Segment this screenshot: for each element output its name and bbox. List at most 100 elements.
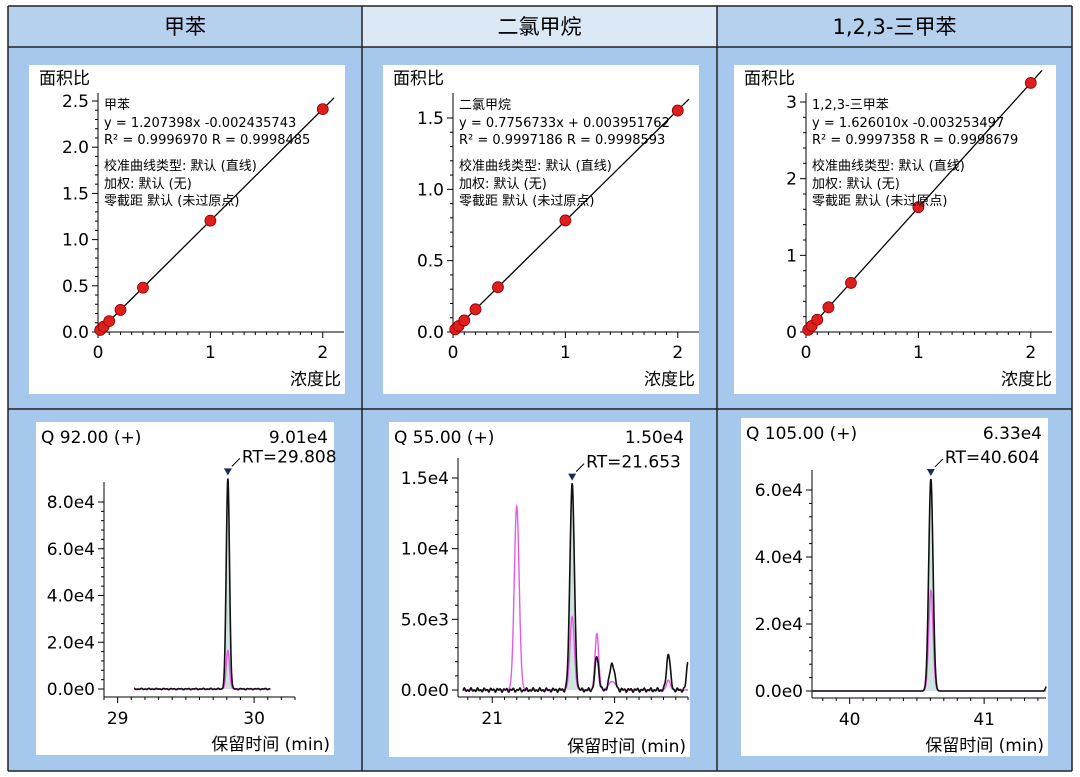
header-cell-1	[362, 6, 717, 47]
y-tick-label: 8.0e4	[47, 493, 95, 513]
rt-marker-icon	[568, 473, 577, 481]
x-tick-label: 0	[801, 343, 812, 363]
y-tick-label: 2.0e4	[755, 615, 803, 635]
data-point	[845, 277, 857, 289]
data-point	[114, 304, 127, 316]
data-point	[559, 214, 572, 227]
header-title-1: 二氯甲烷	[498, 15, 582, 39]
y-tick-label: 3	[786, 93, 797, 113]
data-point	[316, 103, 329, 116]
annotation-line: y = 1.626010x -0.003253497	[812, 116, 1004, 131]
x-tick-label: 40	[839, 710, 861, 730]
x-tick-label: 0	[93, 343, 104, 363]
x-axis-label: 浓度比	[644, 370, 695, 390]
y-tick-label: 1.0	[62, 231, 89, 251]
x-tick-label: 2	[672, 343, 683, 363]
y-tick-label: 1.5	[62, 184, 89, 204]
annotation-line: 加权: 默认 (无)	[459, 176, 547, 192]
annotation-line: 零截距 默认 (未过原点)	[812, 193, 947, 209]
plot-background	[36, 422, 334, 755]
data-point	[492, 281, 504, 294]
x-tick-label: 0	[448, 343, 459, 363]
rt-leader-line	[231, 458, 241, 467]
y-tick-label: 6.0e4	[755, 481, 803, 501]
rt-leader-line	[934, 458, 944, 468]
data-point	[137, 281, 149, 294]
y-axis-label: 面积比	[393, 69, 444, 89]
y-tick-label: 6.0e4	[47, 540, 95, 560]
annotation-line: 加权: 默认 (无)	[812, 176, 900, 192]
y-tick-label: 0.5	[62, 277, 89, 297]
retention-time-label: RT=40.604	[945, 448, 1040, 468]
x-tick-label: 30	[243, 709, 265, 729]
y-tick-label: 1.0	[417, 180, 444, 200]
header-title-0: 甲苯	[164, 15, 206, 39]
header-cell-2	[717, 6, 1072, 47]
chromatogram-1: 0.0e0 5.0e3 1.0e4 1.5e4 21 22 Q 55.00 (+) 1.50e…	[389, 422, 690, 757]
annotation-line: 1,2,3-三甲苯	[812, 98, 889, 113]
y-tick-label: 1.0e4	[401, 540, 449, 560]
max-intensity-label: 1.50e4	[625, 428, 684, 448]
max-intensity-label: 6.33e4	[983, 424, 1042, 444]
plot-background	[741, 418, 1048, 756]
plot-background	[29, 65, 345, 394]
x-tick-label: 41	[973, 710, 995, 730]
x-axis-label: 浓度比	[290, 370, 341, 390]
data-point	[103, 315, 116, 327]
annotation-line: 零截距 默认 (未过原点)	[104, 193, 239, 209]
data-point	[458, 314, 471, 327]
x-tick-label: 21	[481, 709, 503, 729]
rt-marker-icon	[223, 468, 232, 476]
y-tick-label: 1.5e4	[401, 469, 449, 489]
regression-line	[452, 98, 690, 332]
annotation-line: 校准曲线类型: 默认 (直线)	[104, 158, 257, 174]
x-axis-label: 保留时间 (min)	[211, 735, 330, 755]
rt-marker-icon	[926, 468, 935, 476]
x-tick-label: 22	[604, 709, 626, 729]
y-tick-label: 0.0e0	[47, 680, 95, 700]
y-tick-label: 1.5	[417, 109, 444, 129]
y-tick-label: 2.0	[62, 138, 89, 158]
quant-ion-label: Q 105.00 (+)	[746, 424, 857, 444]
data-point	[912, 201, 925, 214]
x-tick-label: 1	[913, 343, 924, 363]
chromatogram-2: 0.0e0 2.0e4 4.0e4 6.0e4 40 41 Q 105.00 (+) 6.33…	[741, 418, 1048, 756]
retention-time-label: RT=29.808	[242, 447, 337, 467]
y-tick-label: 0.0e0	[755, 682, 803, 702]
max-intensity-label: 9.01e4	[269, 428, 328, 448]
x-axis-label: 浓度比	[1001, 370, 1052, 390]
annotation-line: 甲苯	[104, 98, 130, 113]
x-tick-label: 1	[205, 343, 216, 363]
data-point	[822, 301, 835, 314]
x-tick-label: 29	[107, 709, 129, 729]
y-tick-label: 0.0e0	[401, 681, 449, 701]
y-tick-label: 2	[786, 170, 797, 190]
series-line-quant	[134, 478, 271, 691]
chromatogram-0: 0.0e0 2.0e4 4.0e4 6.0e4 8.0e4 29 30 Q 92.00 (+)…	[36, 422, 337, 755]
y-axis-label: 面积比	[39, 69, 90, 89]
annotation-line: y = 1.207398x -0.002435743	[104, 116, 296, 131]
annotation-line: 校准曲线类型: 默认 (直线)	[812, 158, 965, 174]
quant-ion-label: Q 55.00 (+)	[394, 428, 494, 448]
annotation-line: R² = 0.9997186 R = 0.9998593	[459, 133, 665, 148]
x-axis-label: 保留时间 (min)	[925, 736, 1044, 756]
y-tick-label: 2.0e4	[47, 633, 95, 653]
x-tick-label: 2	[1025, 343, 1036, 363]
annotation-line: y = 0.7756733x + 0.003951762	[459, 116, 670, 131]
quant-ion-label: Q 92.00 (+)	[41, 428, 141, 448]
y-axis-label: 面积比	[744, 69, 795, 89]
series-line-quant	[462, 483, 689, 694]
data-point	[671, 104, 684, 117]
header-cell-0	[8, 6, 362, 47]
x-tick-label: 1	[560, 343, 571, 363]
annotation-line: 校准曲线类型: 默认 (直线)	[459, 158, 612, 174]
annotation-line: 零截距 默认 (未过原点)	[459, 193, 594, 209]
plot-background	[734, 65, 1056, 394]
annotation-line: R² = 0.9996970 R = 0.9998485	[104, 133, 310, 148]
y-tick-label: 4.0e4	[47, 587, 95, 607]
y-tick-label: 2.5	[62, 92, 89, 112]
regression-line	[805, 70, 1043, 333]
x-tick-label: 2	[317, 343, 328, 363]
